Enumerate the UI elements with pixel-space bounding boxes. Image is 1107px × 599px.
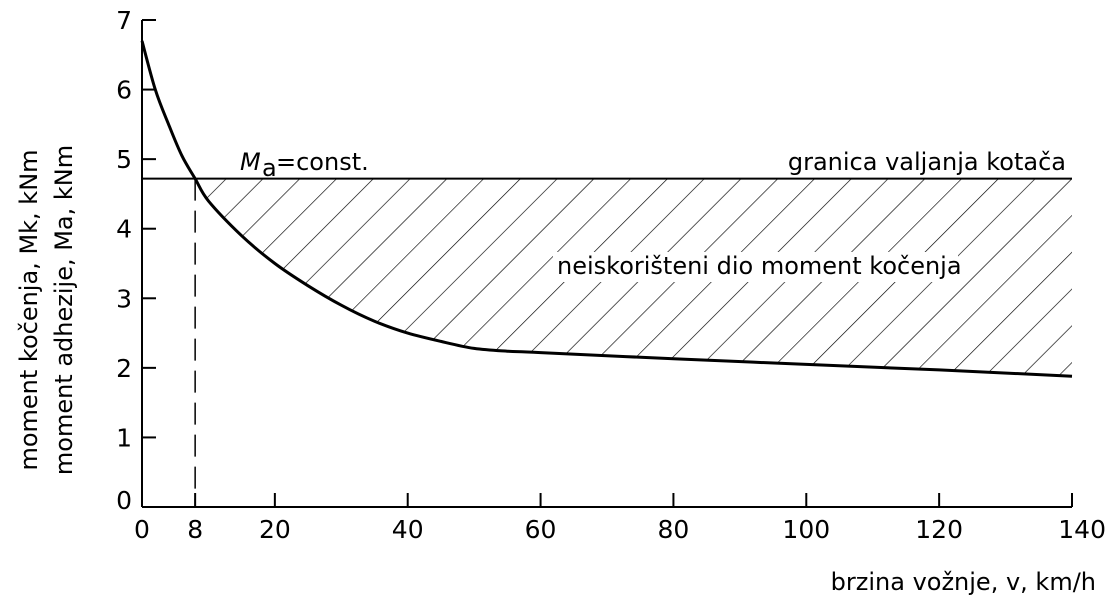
x-tick-label: 60 — [525, 515, 557, 544]
x-tick-label: 100 — [782, 515, 830, 544]
y-tick-label: 0 — [116, 486, 132, 515]
x-tick-label: 20 — [259, 515, 291, 544]
limit-label: granica valjanja kotača — [788, 148, 1066, 176]
y-tick-label: 6 — [116, 76, 132, 105]
ma-const-label: =const. — [276, 148, 369, 176]
y-tick-label: 1 — [116, 423, 132, 452]
ma-symbol: M — [240, 148, 261, 176]
x-tick-label: 8 — [187, 515, 203, 544]
x-tick-label: 0 — [134, 515, 150, 544]
x-tick-label: 40 — [392, 515, 424, 544]
y-axis-label-2: moment adhezije, Ma, kNm — [50, 145, 78, 475]
region-label: neiskorišteni dio moment kočenja — [557, 252, 962, 280]
x-tick-label: 120 — [915, 515, 963, 544]
x-ticks: 0 8 20 40 60 80 100 120 140 — [134, 493, 1106, 544]
y-tick-label: 5 — [116, 145, 132, 174]
y-tick-label: 7 — [116, 6, 132, 35]
region-label-bg — [553, 252, 958, 282]
x-axis-label: brzina vožnje, v, km/h — [831, 568, 1096, 596]
y-tick-label: 3 — [116, 284, 132, 313]
axes: 0 8 20 40 60 80 100 120 140 0 1 2 3 4 5 6 7 — [116, 6, 1106, 544]
y-tick-label: 2 — [116, 354, 132, 383]
series-line-mk — [140, 40, 1073, 378]
ma-subscript: a — [262, 154, 277, 182]
y-tick-label: 4 — [116, 215, 132, 244]
y-ticks: 0 1 2 3 4 5 6 7 — [116, 6, 156, 515]
y-axis-label-1: moment kočenja, Mk, kNm — [15, 149, 43, 470]
x-tick-label: 80 — [658, 515, 690, 544]
limit-label-bg — [770, 148, 1072, 172]
x-tick-label: 140 — [1058, 515, 1106, 544]
